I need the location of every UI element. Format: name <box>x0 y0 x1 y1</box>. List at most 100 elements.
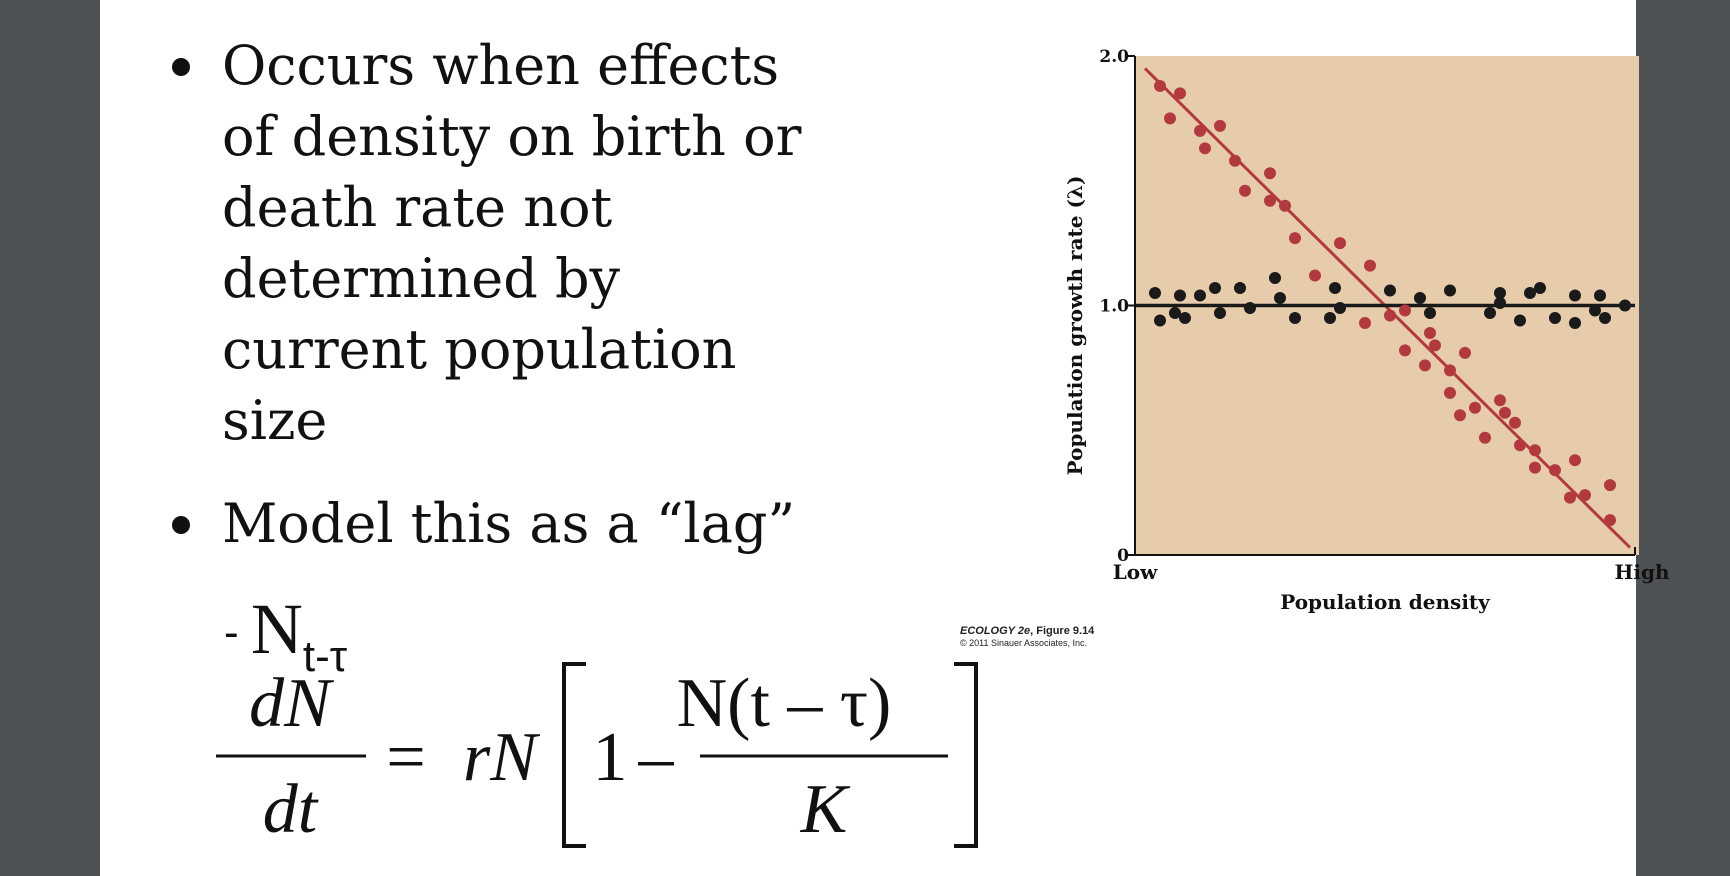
data-point <box>1479 431 1491 444</box>
data-point <box>1239 184 1251 197</box>
eq-rn: rN <box>463 719 540 796</box>
data-point <box>1564 491 1576 504</box>
logistic-lag-equation: dN dt = rN 1 – N(t – τ) K <box>216 662 978 848</box>
x-tick-label: Low <box>1113 560 1158 584</box>
y-tick-label: 0 <box>1117 546 1129 566</box>
red-series-trend-line <box>1143 67 1632 549</box>
data-point <box>1424 326 1436 339</box>
eq-rhs-numerator: N(t – τ) <box>677 665 892 742</box>
data-point <box>1569 454 1581 467</box>
data-point <box>1154 314 1166 327</box>
data-point <box>1274 292 1286 305</box>
eq-left-bracket <box>562 662 586 848</box>
bullet-item: Model this as a “lag” <box>172 488 862 559</box>
bullet-dot <box>172 516 190 534</box>
data-point <box>1579 489 1591 502</box>
slide: Occurs when effects of density on birth … <box>100 0 1670 876</box>
data-point <box>1169 306 1181 319</box>
data-point <box>1199 142 1211 155</box>
eq-lhs-denominator: dt <box>263 771 319 848</box>
eq-rhs-denominator: K <box>800 771 851 848</box>
figure-credit: ECOLOGY 2e, Figure 9.14 © 2011 Sinauer A… <box>960 624 1094 649</box>
data-point <box>1149 287 1161 300</box>
data-point <box>1509 416 1521 429</box>
data-point <box>1174 87 1186 100</box>
data-point <box>1444 364 1456 377</box>
data-point <box>1154 79 1166 92</box>
data-point <box>1514 314 1526 327</box>
data-point <box>1534 282 1546 295</box>
lag-term: - Nt-τ <box>224 588 347 681</box>
data-point <box>1424 306 1436 319</box>
data-point <box>1589 304 1601 317</box>
bullet-dot <box>172 58 190 76</box>
data-point <box>1399 344 1411 357</box>
data-point <box>1194 289 1206 302</box>
data-point <box>1214 119 1226 132</box>
data-point <box>1264 167 1276 180</box>
eq-minus: – <box>638 719 675 796</box>
data-point <box>1334 301 1346 314</box>
data-point <box>1384 284 1396 297</box>
data-point <box>1324 311 1336 324</box>
x-tick-label: High <box>1614 560 1669 584</box>
data-point <box>1419 359 1431 372</box>
data-point <box>1604 514 1616 527</box>
data-point <box>1244 301 1256 314</box>
data-point <box>1569 289 1581 302</box>
data-point <box>1179 311 1191 324</box>
data-point <box>1364 259 1376 272</box>
lag-symbol: N <box>250 589 303 669</box>
data-point <box>1289 232 1301 245</box>
bullet-item: Occurs when effects of density on birth … <box>172 30 802 456</box>
bullet-text: Occurs when effects of density on birth … <box>222 34 802 452</box>
data-point <box>1334 237 1346 250</box>
data-point <box>1279 199 1291 212</box>
data-point <box>1599 311 1611 324</box>
data-point <box>1604 479 1616 492</box>
density-growth-chart: 0 1.0 2.0 Low High Population density Po… <box>1063 47 1670 614</box>
data-point <box>1289 311 1301 324</box>
data-point <box>1494 287 1506 300</box>
eq-equals: = <box>386 719 425 796</box>
credit-book: ECOLOGY 2e <box>960 625 1031 637</box>
x-axis-label: Population density <box>1280 590 1491 614</box>
data-point <box>1484 306 1496 319</box>
data-point <box>1359 316 1371 329</box>
eq-one: 1 <box>593 719 628 796</box>
lag-subscript: t-τ <box>302 632 348 681</box>
data-point <box>1444 386 1456 399</box>
eq-lhs-numerator: dN <box>249 665 334 742</box>
data-point <box>1459 346 1471 359</box>
data-point <box>1214 306 1226 319</box>
y-tick-label: 2.0 <box>1099 47 1129 67</box>
axis-ticks <box>1127 55 1636 556</box>
data-point <box>1529 461 1541 474</box>
bullet-text: Model this as a “lag” <box>222 492 796 555</box>
data-point <box>1269 272 1281 285</box>
data-point <box>1414 292 1426 305</box>
credit-copyright: © 2011 Sinauer Associates, Inc. <box>960 638 1088 648</box>
data-point <box>1514 439 1526 452</box>
data-point <box>1549 311 1561 324</box>
trend-line <box>1143 67 1632 549</box>
data-point <box>1569 316 1581 329</box>
data-point <box>1619 299 1631 312</box>
credit-figure: , Figure 9.14 <box>1030 625 1095 637</box>
data-point <box>1234 282 1246 295</box>
y-axis-label: Population growth rate (λ) <box>1063 176 1087 476</box>
data-point <box>1164 112 1176 125</box>
data-points <box>1149 79 1631 527</box>
data-point <box>1329 282 1341 295</box>
data-point <box>1264 194 1276 207</box>
data-point <box>1429 339 1441 352</box>
data-point <box>1454 409 1466 422</box>
data-point <box>1524 287 1536 300</box>
data-point <box>1444 284 1456 297</box>
y-tick-label: 1.0 <box>1099 297 1129 317</box>
data-point <box>1499 406 1511 419</box>
data-point <box>1384 309 1396 322</box>
eq-right-bracket <box>954 662 978 848</box>
data-point <box>1494 394 1506 407</box>
data-point <box>1549 464 1561 477</box>
